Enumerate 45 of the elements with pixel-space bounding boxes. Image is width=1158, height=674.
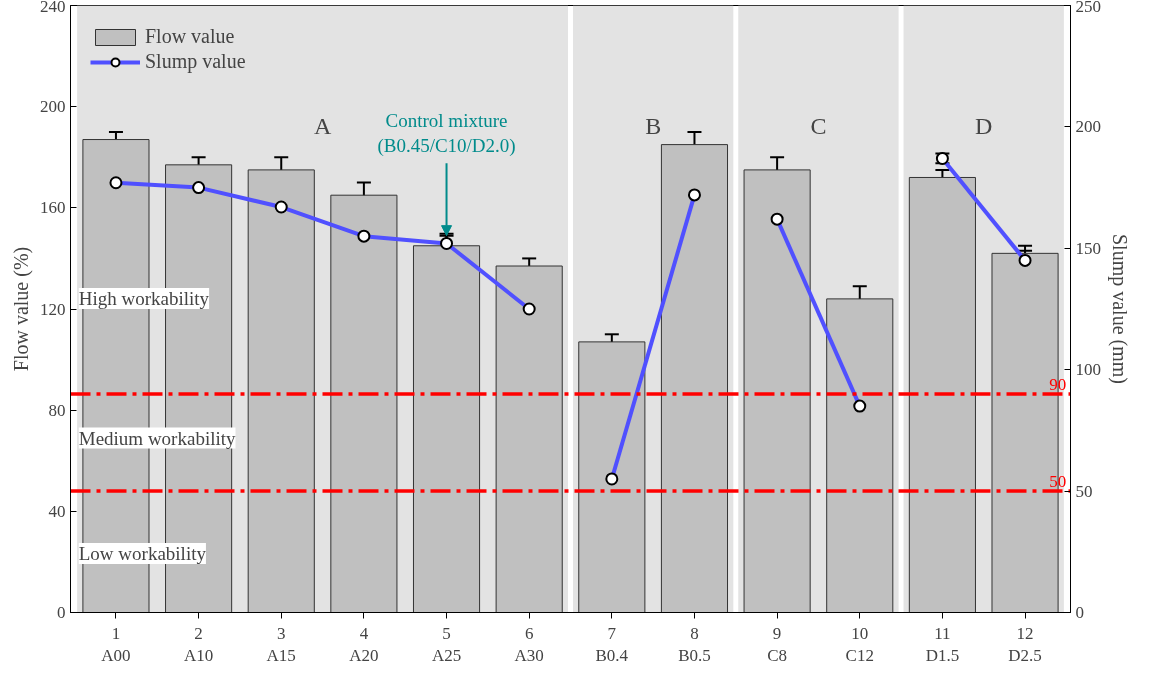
x-tick-label: 4 A20 [349, 623, 379, 666]
legend-label: Slump value [145, 50, 246, 73]
annotation: Low workability [78, 542, 207, 564]
y2-tick-label: 100 [1075, 360, 1101, 380]
y-tick-label: 160 [40, 198, 66, 218]
band-label: B [645, 113, 662, 140]
ref-line-label: 50 [1049, 472, 1067, 492]
y2-tick-label: 200 [1075, 117, 1101, 137]
annotation: Control mixture (B0.45/C10/D2.0) [377, 109, 516, 158]
y2-tick-label: 150 [1075, 238, 1101, 258]
x-tick-label: 1 A00 [101, 623, 131, 666]
bar [908, 176, 976, 613]
legend-label: Flow value [145, 25, 235, 48]
bar [495, 265, 563, 613]
x-tick-label: 11 D1.5 [925, 623, 960, 666]
x-tick-label: 2 A10 [183, 623, 214, 666]
y-tick-label: 200 [40, 97, 66, 117]
band-label: A [313, 113, 332, 140]
x-tick-label: 8 B0.5 [678, 623, 711, 666]
annotation: High workability [78, 288, 210, 309]
x-tick-label: 6 A30 [514, 623, 544, 666]
x-tick-label: 5 A25 [431, 623, 462, 666]
bar [247, 169, 315, 613]
y-tick-label: 0 [57, 603, 66, 622]
y-tick-label: 80 [48, 400, 66, 420]
annotation: Medium workability [78, 427, 236, 449]
bar [826, 298, 894, 613]
y2-axis-title: Slump value (mm) [1108, 234, 1131, 384]
x-tick-label: 12 D2.5 [1008, 623, 1042, 666]
y2-tick-label: 250 [1075, 0, 1101, 16]
x-tick-label: 3 A15 [266, 623, 296, 666]
ref-line-label: 90 [1049, 374, 1067, 394]
band-label: D [975, 113, 993, 140]
x-tick-label: 9 C8 [767, 623, 788, 666]
bar [412, 245, 481, 613]
band-label: C [810, 113, 827, 140]
x-tick-label: 10 C12 [845, 623, 874, 666]
y-tick-label: 40 [48, 501, 66, 521]
y-tick-label: 240 [40, 0, 66, 16]
bar [330, 194, 398, 613]
y-tick-label: 120 [40, 299, 66, 319]
x-tick-label: 7 B0.4 [595, 623, 629, 666]
y-axis-title: Flow value (%) [10, 246, 33, 372]
y2-tick-label: 0 [1075, 603, 1084, 622]
y2-tick-label: 50 [1075, 481, 1093, 501]
